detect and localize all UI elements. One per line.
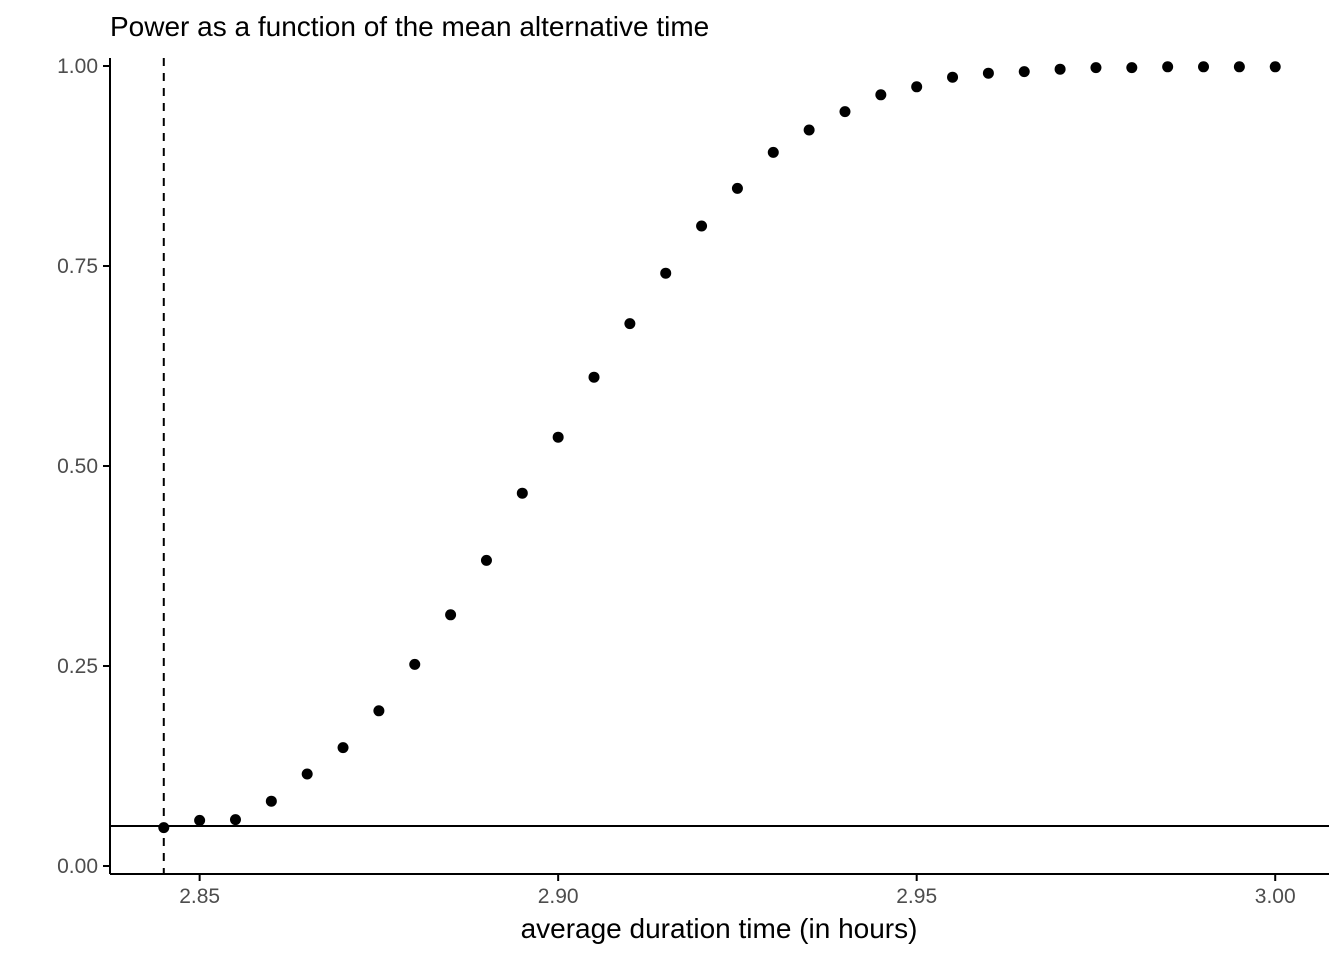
data-point [767, 146, 779, 158]
data-points [158, 61, 1281, 834]
data-point [875, 89, 887, 101]
y-tick-label: 0.50 [57, 455, 98, 478]
x-tick-label: 2.95 [896, 885, 937, 908]
data-point [1126, 62, 1138, 74]
reference-lines [110, 58, 1329, 874]
data-point [409, 658, 421, 670]
data-point [445, 609, 457, 621]
data-point [1233, 61, 1245, 73]
data-point [803, 124, 815, 136]
data-point [1162, 61, 1174, 73]
x-tick-label: 3.00 [1255, 885, 1296, 908]
data-point [911, 81, 923, 93]
x-axis-ticks: 2.85 2.90 2.95 3.00 [179, 874, 1296, 908]
data-point [588, 371, 600, 383]
data-point [660, 267, 672, 279]
y-tick-label: 1.00 [57, 55, 98, 78]
x-tick-label: 2.85 [179, 885, 220, 908]
data-point [696, 220, 708, 232]
data-point [624, 318, 636, 330]
x-tick-label: 2.90 [538, 885, 579, 908]
data-point [1054, 63, 1066, 75]
chart-title: Power as a function of the mean alternat… [110, 11, 709, 42]
data-point [947, 71, 959, 83]
data-point [1198, 61, 1210, 73]
y-tick-label: 0.75 [57, 255, 98, 278]
data-point [480, 554, 492, 566]
data-point [552, 431, 564, 443]
data-point [194, 814, 206, 826]
y-tick-label: 0.25 [57, 655, 98, 678]
data-point [516, 487, 528, 499]
data-point [839, 106, 851, 118]
x-axis-title: average duration time (in hours) [521, 913, 918, 944]
data-point [301, 768, 313, 780]
y-axis-ticks: 0.00 0.25 0.50 0.75 1.00 [57, 55, 110, 878]
axes [109, 58, 1329, 875]
data-point [265, 795, 277, 807]
data-point [982, 67, 994, 79]
data-point [229, 814, 241, 826]
data-point [1090, 62, 1102, 74]
data-point [337, 742, 349, 754]
y-tick-label: 0.00 [57, 855, 98, 878]
data-point [373, 705, 385, 717]
data-point [731, 182, 743, 194]
data-point [1018, 66, 1030, 78]
data-point [1269, 61, 1281, 73]
data-point [158, 822, 170, 834]
